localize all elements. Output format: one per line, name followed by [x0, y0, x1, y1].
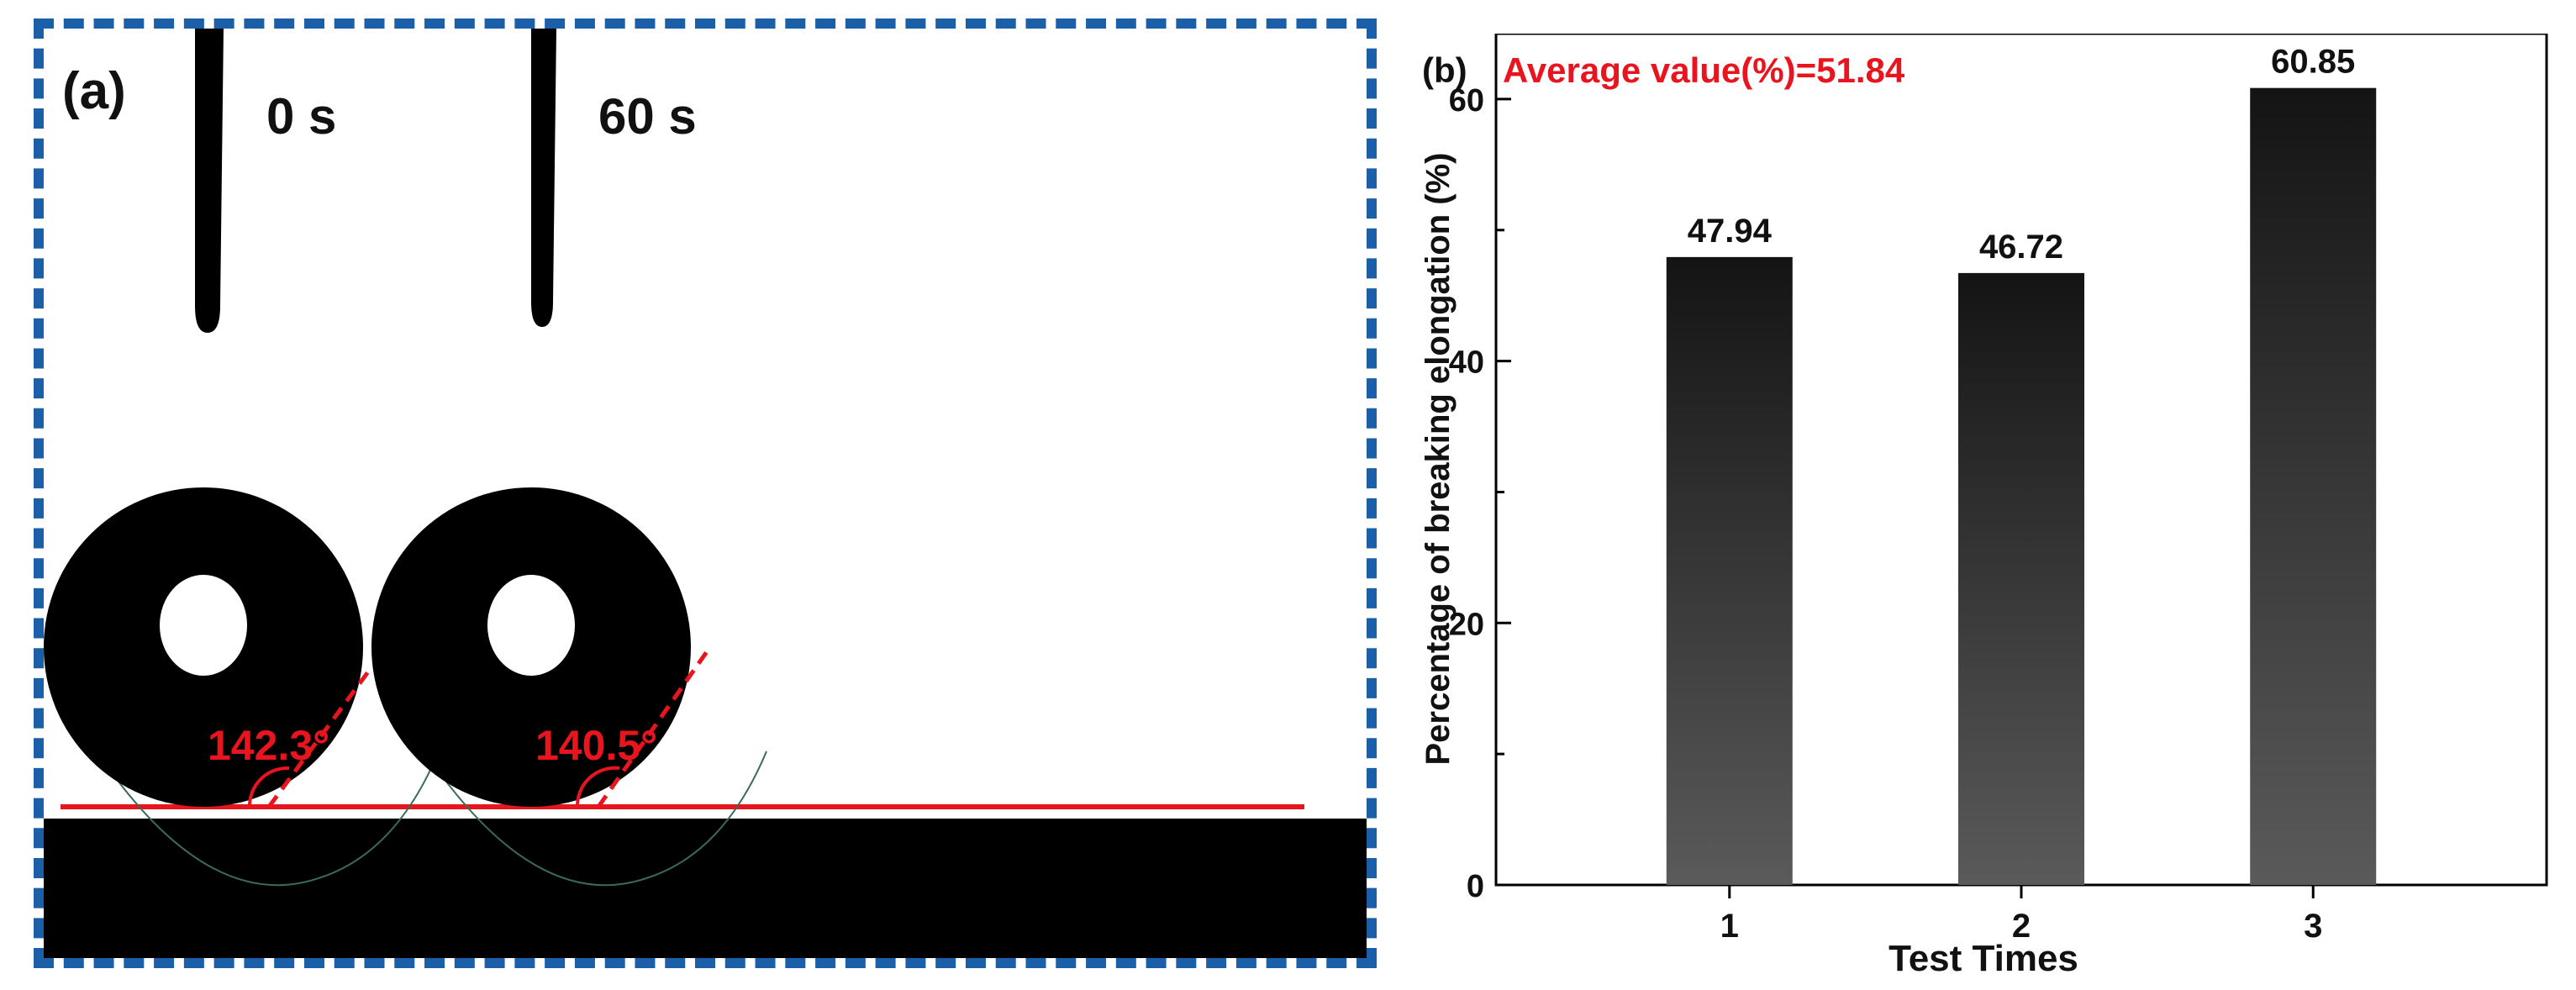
y-axis: 0 20 40 60	[1449, 83, 1511, 904]
contact-angle-panel: (a) 0 s 142.3° 60 s	[34, 18, 1377, 968]
average-annotation: Average value(%)=51.84	[1503, 50, 1905, 90]
bar-value-label: 60.85	[2271, 44, 2355, 81]
tangent-line-0s	[266, 666, 374, 808]
bar-test-1	[1666, 256, 1793, 885]
reflection-arc-0s	[85, 734, 440, 887]
substrate-block	[44, 819, 1367, 958]
bars: 47.94 46.72 60.85	[1666, 44, 2377, 886]
angle-label-0s: 142.3°	[208, 722, 329, 769]
y-axis-title: Percentage of breaking elongation (%)	[1420, 152, 1457, 765]
breaking-elongation-chart: (b) Average value(%)=51.84 0 20 40 60 47.94…	[1412, 34, 2572, 983]
x-tick-label: 3	[2304, 908, 2322, 945]
angle-label-60s: 140.5°	[535, 722, 657, 769]
droplet-highlight-0s	[160, 575, 247, 676]
tangent-line-60s	[596, 649, 710, 808]
contact-angle-image: (a) 0 s 142.3° 60 s	[44, 29, 1367, 958]
x-axis: 1 2 3	[1720, 885, 2322, 945]
needle-60s	[531, 29, 556, 327]
angle-arc-60s	[575, 766, 620, 808]
time-label-60s: 60 s	[598, 88, 697, 145]
needle-0s	[195, 29, 224, 333]
y-tick-label: 60	[1449, 83, 1484, 118]
droplet-frame-0s: 0 s 142.3°	[44, 29, 440, 887]
bar-chart-svg: (b) Average value(%)=51.84 0 20 40 60 47.94…	[1420, 34, 2548, 979]
x-tick-label: 2	[2012, 908, 2031, 945]
droplet-frame-60s: 60 s 140.5°	[371, 29, 767, 887]
x-axis-title: Test Times	[1889, 938, 2078, 979]
panel-a-label: (a)	[62, 62, 126, 120]
reflection-arc-60s	[413, 734, 767, 887]
droplet-highlight-60s	[487, 575, 575, 676]
y-tick-label: 20	[1449, 607, 1484, 642]
panel-b-label: (b)	[1422, 50, 1467, 90]
y-tick-label: 0	[1467, 869, 1484, 904]
bar-value-label: 46.72	[1979, 229, 2063, 266]
bar-test-3	[2250, 87, 2377, 886]
x-tick-label: 1	[1720, 908, 1739, 945]
bar-value-label: 47.94	[1688, 213, 1773, 250]
bar-test-2	[1958, 272, 2084, 885]
angle-arc-0s	[247, 766, 290, 808]
time-label-0s: 0 s	[266, 88, 336, 145]
y-tick-label: 40	[1449, 345, 1484, 381]
